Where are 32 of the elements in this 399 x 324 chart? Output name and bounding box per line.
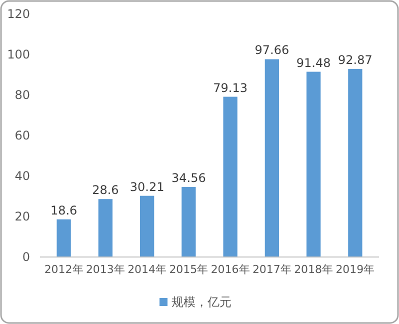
y-tick-label: 100 — [7, 48, 30, 62]
y-tick-label: 60 — [14, 128, 30, 143]
bar — [182, 187, 196, 257]
y-tick-label: 120 — [7, 7, 30, 22]
x-tick-label: 2018年 — [294, 263, 334, 276]
data-label: 92.87 — [338, 52, 372, 67]
x-tick-label: 2015年 — [169, 263, 208, 276]
x-tick-label: 2016年 — [210, 263, 250, 276]
y-tick-label: 40 — [14, 169, 30, 184]
x-tick-label: 2013年 — [86, 263, 125, 276]
data-label: 97.66 — [254, 43, 290, 58]
bar — [348, 68, 362, 257]
data-label: 30.21 — [130, 180, 164, 194]
data-label: 79.13 — [213, 80, 248, 95]
bar — [264, 59, 280, 257]
x-tick-label: 2019年 — [336, 263, 375, 276]
data-label: 18.6 — [50, 203, 78, 218]
y-tick-label: 20 — [14, 210, 30, 224]
data-label: 28.6 — [92, 183, 119, 198]
x-tick-label: 2014年 — [128, 263, 167, 276]
bar — [306, 72, 321, 257]
data-label: 91.48 — [296, 56, 331, 70]
x-tick-label: 2012年 — [44, 263, 84, 276]
bar — [56, 219, 71, 257]
legend-label: 规模，亿元 — [172, 295, 232, 310]
y-tick-label: 80 — [14, 88, 30, 102]
x-tick-label: 2017年 — [252, 263, 292, 276]
data-label: 34.56 — [172, 171, 206, 186]
y-tick-label: 0 — [22, 250, 30, 264]
bar — [140, 196, 154, 257]
bar — [223, 96, 238, 257]
bar — [98, 199, 113, 257]
